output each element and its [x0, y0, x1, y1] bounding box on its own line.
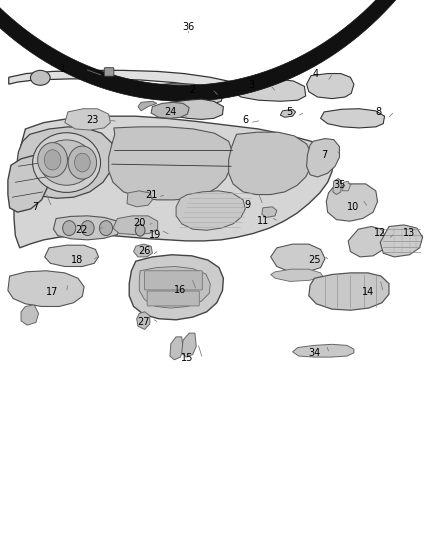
- Text: 6: 6: [242, 116, 248, 125]
- Polygon shape: [113, 216, 158, 235]
- Polygon shape: [271, 269, 323, 281]
- Polygon shape: [333, 179, 342, 195]
- Text: 5: 5: [286, 107, 292, 117]
- Polygon shape: [280, 109, 296, 117]
- Polygon shape: [138, 101, 157, 111]
- Polygon shape: [343, 181, 350, 191]
- Text: 36: 36: [182, 22, 194, 31]
- Polygon shape: [151, 102, 189, 118]
- Polygon shape: [321, 109, 385, 128]
- Polygon shape: [271, 244, 325, 272]
- Polygon shape: [65, 109, 110, 130]
- Polygon shape: [309, 273, 389, 310]
- Text: 1: 1: [60, 64, 67, 74]
- Polygon shape: [166, 99, 223, 119]
- Polygon shape: [0, 0, 438, 101]
- FancyBboxPatch shape: [145, 271, 202, 290]
- Ellipse shape: [38, 143, 67, 177]
- Polygon shape: [231, 79, 306, 101]
- Text: 18: 18: [71, 255, 83, 265]
- Polygon shape: [293, 344, 354, 357]
- Polygon shape: [45, 245, 99, 266]
- FancyBboxPatch shape: [147, 291, 199, 306]
- Text: 24: 24: [165, 107, 177, 117]
- Text: 3: 3: [249, 80, 255, 90]
- Text: 16: 16: [173, 285, 186, 295]
- Text: 19: 19: [149, 230, 162, 239]
- Text: 26: 26: [138, 246, 151, 255]
- Ellipse shape: [135, 224, 145, 236]
- Text: 22: 22: [75, 225, 87, 235]
- Text: 9: 9: [244, 200, 251, 209]
- Polygon shape: [229, 132, 312, 195]
- Polygon shape: [17, 127, 115, 198]
- FancyBboxPatch shape: [104, 68, 114, 76]
- Polygon shape: [134, 244, 152, 257]
- Text: 14: 14: [362, 287, 374, 297]
- Polygon shape: [14, 116, 334, 248]
- Text: 34: 34: [308, 348, 321, 358]
- Text: 7: 7: [32, 202, 38, 212]
- Polygon shape: [170, 337, 183, 360]
- Polygon shape: [139, 266, 210, 308]
- Ellipse shape: [74, 154, 90, 172]
- Ellipse shape: [81, 221, 94, 236]
- Polygon shape: [127, 191, 152, 207]
- Polygon shape: [9, 70, 263, 96]
- Text: 10: 10: [346, 202, 359, 212]
- Polygon shape: [129, 255, 223, 320]
- Ellipse shape: [40, 140, 93, 185]
- Text: 35: 35: [333, 181, 346, 190]
- Polygon shape: [176, 191, 245, 230]
- Text: 21: 21: [145, 190, 157, 199]
- Polygon shape: [307, 74, 354, 99]
- Ellipse shape: [63, 221, 76, 236]
- Polygon shape: [262, 207, 277, 217]
- Text: 15: 15: [181, 353, 194, 363]
- Polygon shape: [326, 184, 378, 221]
- Text: 23: 23: [86, 115, 98, 125]
- Ellipse shape: [68, 146, 96, 179]
- Text: 12: 12: [374, 229, 386, 238]
- Polygon shape: [182, 333, 196, 357]
- Ellipse shape: [32, 133, 100, 192]
- Ellipse shape: [99, 221, 113, 236]
- Polygon shape: [307, 139, 339, 177]
- Text: 13: 13: [403, 229, 416, 238]
- Polygon shape: [21, 305, 39, 325]
- Text: 17: 17: [46, 287, 58, 297]
- Text: 7: 7: [321, 150, 327, 159]
- Polygon shape: [109, 127, 233, 200]
- Text: 25: 25: [308, 255, 321, 265]
- Polygon shape: [8, 271, 84, 306]
- Polygon shape: [53, 216, 120, 240]
- Polygon shape: [348, 227, 386, 257]
- Ellipse shape: [44, 150, 61, 170]
- Text: 8: 8: [376, 107, 382, 117]
- Polygon shape: [380, 225, 423, 257]
- Ellipse shape: [30, 70, 50, 85]
- Text: 20: 20: [133, 218, 145, 228]
- Text: 11: 11: [257, 216, 269, 226]
- Text: 4: 4: [312, 69, 318, 78]
- Text: 27: 27: [138, 318, 150, 327]
- Polygon shape: [8, 156, 49, 212]
- Text: 2: 2: [190, 85, 196, 94]
- Polygon shape: [137, 312, 150, 329]
- Polygon shape: [145, 84, 223, 103]
